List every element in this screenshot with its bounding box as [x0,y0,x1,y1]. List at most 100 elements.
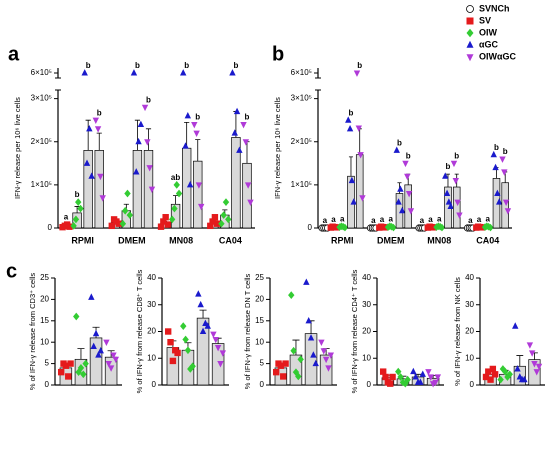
data-point [379,368,387,375]
legend-marker [466,17,474,25]
data-point [88,293,95,300]
data-point [195,182,203,189]
data-point [75,368,82,376]
y-tick-label: 0 [260,380,265,389]
data-point [535,363,543,371]
legend-label: SV [479,15,491,25]
y-axis-label: % of IFN-γ release from CD3⁺ cells [28,273,37,391]
data-point [438,223,446,232]
error-bar [357,128,362,155]
data-point [164,221,172,228]
data-point [182,142,189,149]
data-point [73,312,80,321]
data-point [389,373,396,381]
significance-letter: a [468,216,473,225]
data-point [171,204,178,213]
y-tick-label: 5 [45,359,50,368]
error-bar [348,156,354,177]
y-tick-label: 6×10⁵ [291,68,312,77]
error-bar [199,309,207,319]
y-tick-label: 40 [465,273,474,282]
y-tick-label: 20 [255,295,264,304]
y-tick-label: 30 [362,300,371,309]
data-point [242,139,250,146]
bar [355,154,364,229]
data-point [219,350,227,357]
significance-letter: b [349,108,354,117]
y-axis-label: % of IFN-γ from release CD8⁺ T cells [135,269,144,393]
bar [304,333,318,386]
data-point [97,346,104,354]
data-point [195,290,202,297]
bar [89,337,103,386]
y-tick-label: 0 [470,380,475,389]
data-point [169,357,177,365]
data-point [130,69,138,76]
data-point [240,121,247,129]
data-point [119,219,127,228]
data-point [175,189,183,198]
x-tick-label: MN08 [427,235,451,245]
data-point [395,198,402,205]
y-tick-label: 10 [362,353,371,362]
data-point [217,361,224,368]
data-point [402,160,409,168]
data-point [191,121,198,129]
significance-letter: a [486,214,491,223]
data-point [427,374,434,381]
significance-letter: a [380,215,385,224]
panel-label: a [8,43,20,65]
data-point [407,208,415,215]
data-point [199,327,207,335]
data-point [492,163,499,171]
y-tick-label: 3×10⁵ [291,94,312,103]
legend-marker [466,40,474,48]
data-point [247,199,254,206]
error-bar [96,132,102,151]
y-tick-label: 2×10⁵ [291,137,312,146]
error-bar [74,206,80,213]
error-bar [292,339,300,356]
data-point [454,199,461,206]
y-tick-label: 0 [45,380,50,389]
legend-marker [466,54,474,62]
legend-marker [466,5,474,13]
data-point [167,339,174,346]
significance-letter: b [503,147,508,156]
data-point [526,342,534,349]
data-point [146,165,153,172]
data-point [173,181,180,189]
y-tick-label: 15 [255,316,264,325]
error-bar [184,121,190,149]
data-point [222,198,230,206]
y-axis-label: % of IFN-γ from release DN T cells [243,273,252,389]
data-point [312,359,319,367]
data-point [220,211,227,219]
x-tick-label: CA04 [476,235,499,245]
data-point [528,350,536,357]
significance-letter: b [406,151,411,160]
data-point [121,206,129,215]
data-point [95,351,102,358]
data-point [506,370,513,379]
data-point [92,117,99,125]
error-bar [85,119,91,151]
y-tick-label: 5 [260,359,265,368]
data-point [489,365,497,373]
data-point [77,364,85,372]
data-point [72,215,80,224]
legend-label: OIW [479,27,498,37]
data-point [135,137,142,145]
data-point [214,344,222,352]
data-point [303,278,310,285]
significance-letter: b [397,138,402,147]
panel-label: c [6,260,17,282]
data-point [348,176,356,184]
data-point [272,368,280,376]
data-point [491,371,499,378]
legend-marker [466,28,474,38]
data-point [390,223,397,232]
data-point [305,316,312,324]
data-point [80,370,87,379]
